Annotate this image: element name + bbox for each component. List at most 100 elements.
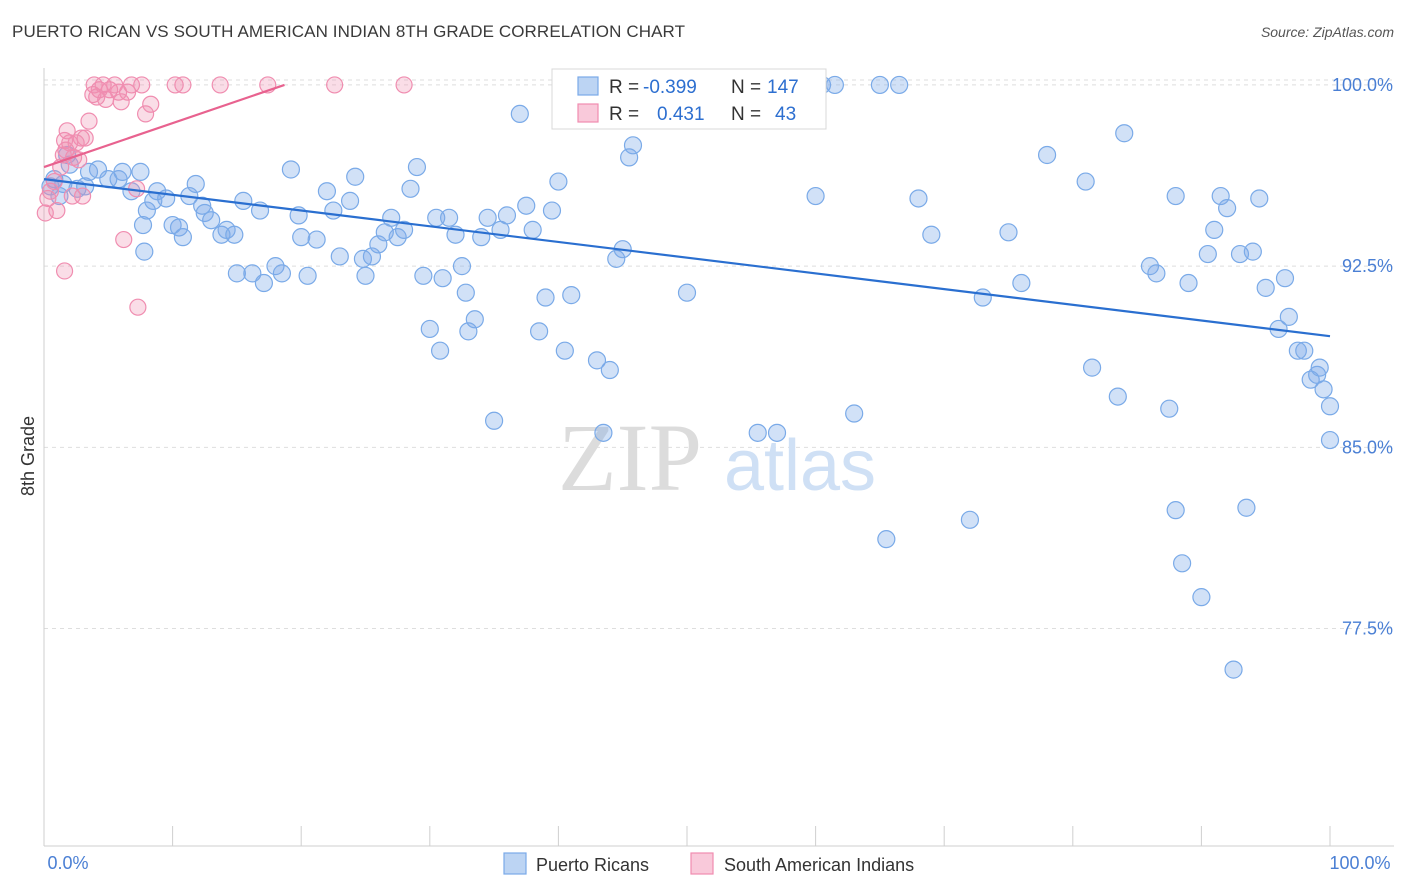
puerto-rican-point <box>845 404 864 423</box>
puerto-rican-point <box>1224 660 1243 679</box>
puerto-rican-point <box>999 223 1018 242</box>
stats-legend: R = -0.399 N = 147 R = 0.431 N = 43 <box>551 68 827 130</box>
puerto-rican-point <box>806 186 825 206</box>
puerto-rican-point <box>1140 257 1160 276</box>
puerto-rican-point <box>1243 242 1262 261</box>
puerto-rican-point <box>346 167 365 186</box>
puerto-rican-point <box>1314 380 1333 399</box>
puerto-rican-point <box>317 182 337 201</box>
puerto-rican-point <box>485 411 504 430</box>
stats-pink-r-value: 0.431 <box>657 104 705 125</box>
puerto-rican-point <box>356 266 375 285</box>
puerto-rican-point <box>227 264 246 283</box>
puerto-rican-point <box>623 136 643 155</box>
south-american-indian-point <box>174 76 192 94</box>
y-tick-labels: 100.0% 92.5% 85.0% 77.5% <box>1332 75 1393 639</box>
puerto-rican-point <box>394 220 414 239</box>
puerto-rican-point <box>870 75 890 95</box>
puerto-rican-point <box>1082 358 1102 377</box>
puerto-rican-point <box>272 264 292 283</box>
puerto-rican-point <box>877 530 896 549</box>
source-credit: Source: ZipAtlas.com <box>1260 24 1394 40</box>
puerto-rican-point <box>195 203 214 223</box>
watermark-zip: ZIP <box>558 404 702 511</box>
puerto-rican-point <box>1320 397 1340 416</box>
south-american-indian-point <box>80 112 98 130</box>
puerto-rican-point <box>465 310 484 329</box>
puerto-rican-point <box>620 148 639 167</box>
puerto-rican-point <box>523 220 542 239</box>
puerto-rican-point <box>1173 554 1192 573</box>
south-american-indian-point <box>109 83 128 101</box>
legend-swatch-puerto-ricans <box>503 852 527 875</box>
puerto-rican-point <box>1218 199 1237 218</box>
south-american-indian-point <box>133 76 151 94</box>
stats-blue-n-label: N = <box>731 77 761 98</box>
y-tick-label: 92.5% <box>1342 256 1393 276</box>
stats-blue-r-label: R = <box>609 77 639 98</box>
puerto-rican-point <box>212 225 231 244</box>
puerto-rican-point <box>254 273 274 293</box>
puerto-rican-point <box>549 172 568 191</box>
puerto-rican-point <box>478 208 497 227</box>
puerto-rican-point <box>1320 430 1340 450</box>
puerto-rican-point <box>1012 273 1031 293</box>
puerto-rican-point <box>890 75 909 95</box>
puerto-rican-point <box>414 266 433 285</box>
y-tick-label: 77.5% <box>1342 619 1393 639</box>
puerto-rican-point <box>202 211 221 230</box>
puerto-rican-point <box>137 201 156 220</box>
trend-line-puerto-ricans <box>43 178 1331 338</box>
puerto-rican-point <box>1166 501 1185 520</box>
puerto-rican-point <box>767 423 787 442</box>
puerto-rican-point <box>113 162 132 181</box>
puerto-rican-point <box>1256 278 1275 297</box>
puerto-rican-point <box>1279 307 1298 326</box>
gridlines <box>44 79 1394 630</box>
stats-pink-n-label: N = <box>731 104 761 125</box>
south-american-indian-point <box>395 76 413 94</box>
puerto-rican-point <box>555 341 574 360</box>
stats-swatch-pink <box>577 103 599 123</box>
puerto-rican-point <box>600 360 619 380</box>
puerto-rican-point <box>1275 269 1295 288</box>
puerto-rican-point <box>452 257 472 276</box>
puerto-rican-point <box>1205 220 1224 239</box>
puerto-rican-point <box>292 228 311 247</box>
south-american-indian-point <box>142 95 160 113</box>
stats-swatch-blue <box>577 76 599 96</box>
south-american-indian-point <box>48 201 66 220</box>
south-american-indian-point <box>67 134 85 152</box>
south-american-indian-point <box>211 76 229 94</box>
puerto-rican-point <box>1108 387 1127 406</box>
legend-swatch-south-american-indians <box>690 852 714 875</box>
puerto-rican-point <box>76 177 95 196</box>
puerto-rican-point <box>1037 145 1057 165</box>
y-axis-label: 8th Grade <box>18 416 38 496</box>
south-american-indian-point <box>41 182 60 200</box>
south-american-indian-point <box>55 262 74 280</box>
puerto-rican-point <box>186 174 205 194</box>
x-tick-label-max: 100.0% <box>1329 853 1390 873</box>
stats-blue-r-value: -0.399 <box>643 77 697 98</box>
x-tick-label-min: 0.0% <box>47 853 88 873</box>
puerto-rican-point <box>169 218 189 237</box>
y-tick-label: 100.0% <box>1332 75 1393 95</box>
south-american-indian-point <box>326 76 344 94</box>
puerto-rican-point <box>594 423 613 442</box>
south-american-indian-point <box>72 129 90 147</box>
puerto-rican-point <box>324 201 343 220</box>
puerto-rican-point <box>131 162 150 181</box>
puerto-rican-point <box>243 264 262 283</box>
watermark: ZIP atlas <box>558 404 876 511</box>
puerto-rican-point <box>298 266 317 285</box>
puerto-rican-point <box>497 206 517 225</box>
puerto-rican-point <box>340 191 360 210</box>
series-legend: Puerto Ricans South American Indians <box>503 852 914 875</box>
trend-lines <box>43 83 1331 338</box>
puerto-rican-point <box>1166 186 1185 206</box>
puerto-rican-point <box>748 423 767 442</box>
puerto-rican-point <box>133 215 153 235</box>
south-american-indian-point <box>112 93 130 111</box>
puerto-rican-point <box>135 242 154 261</box>
